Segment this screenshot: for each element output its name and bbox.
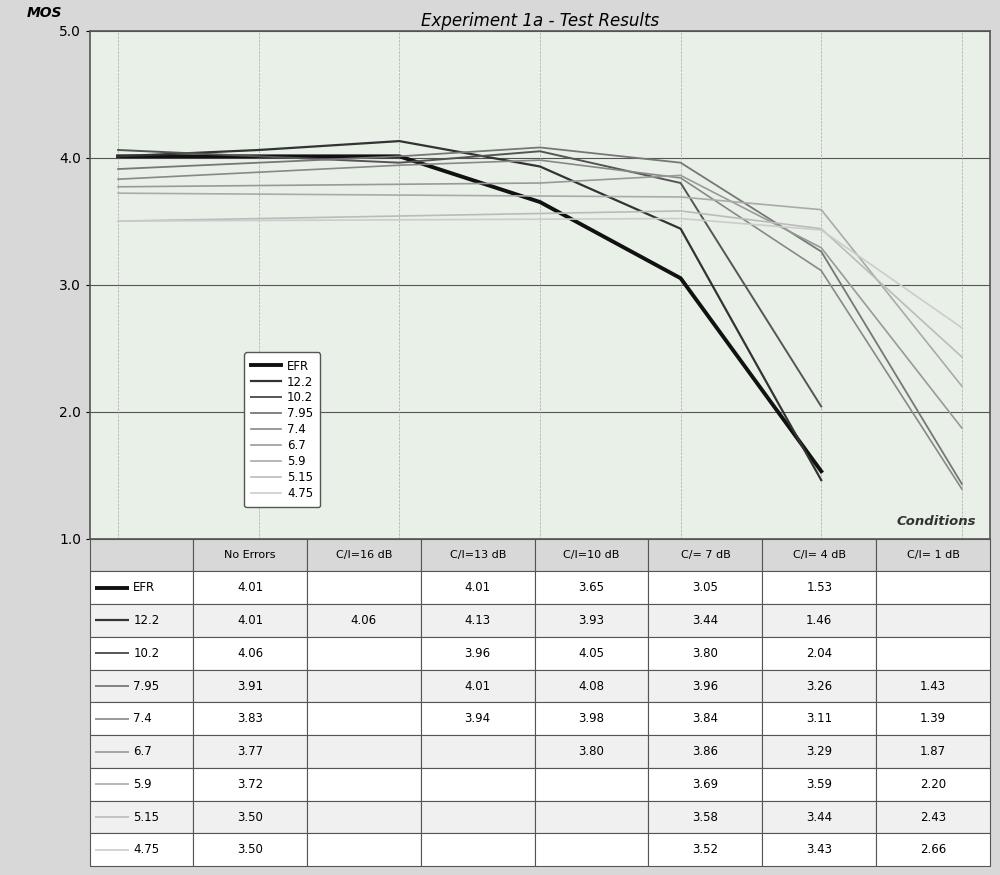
Text: 2.43: 2.43 [920, 810, 946, 823]
Text: 3.84: 3.84 [692, 712, 718, 725]
Text: MOS: MOS [27, 6, 62, 20]
Text: 5.15: 5.15 [133, 810, 159, 823]
Text: 4.08: 4.08 [579, 680, 605, 692]
Text: 6.7: 6.7 [133, 745, 152, 758]
Text: 4.75: 4.75 [133, 844, 159, 857]
Text: C/I=13 dB: C/I=13 dB [450, 550, 506, 560]
Text: 3.58: 3.58 [692, 810, 718, 823]
Text: 5.9: 5.9 [133, 778, 152, 791]
Text: 2.20: 2.20 [920, 778, 946, 791]
Text: 4.01: 4.01 [237, 614, 263, 627]
Text: C/I= 1 dB: C/I= 1 dB [907, 550, 960, 560]
Text: 3.29: 3.29 [806, 745, 832, 758]
Text: 3.50: 3.50 [237, 810, 263, 823]
Text: 3.26: 3.26 [806, 680, 832, 692]
Text: 3.98: 3.98 [579, 712, 605, 725]
Text: 4.06: 4.06 [237, 647, 263, 660]
Text: 3.96: 3.96 [465, 647, 491, 660]
Text: C/I=16 dB: C/I=16 dB [336, 550, 392, 560]
Text: 10.2: 10.2 [133, 647, 159, 660]
Text: C/I=10 dB: C/I=10 dB [563, 550, 620, 560]
Text: 3.77: 3.77 [237, 745, 263, 758]
Text: 1.43: 1.43 [920, 680, 946, 692]
Text: 4.01: 4.01 [465, 680, 491, 692]
Text: 4.13: 4.13 [465, 614, 491, 627]
Text: 7.95: 7.95 [133, 680, 159, 692]
Text: 3.93: 3.93 [579, 614, 605, 627]
Text: 3.86: 3.86 [692, 745, 718, 758]
Text: 4.05: 4.05 [579, 647, 605, 660]
Text: 12.2: 12.2 [133, 614, 160, 627]
Text: 3.05: 3.05 [692, 581, 718, 594]
Text: 1.39: 1.39 [920, 712, 946, 725]
Text: 3.59: 3.59 [806, 778, 832, 791]
Text: Conditions: Conditions [897, 515, 976, 528]
Text: 3.52: 3.52 [692, 844, 718, 857]
Text: 3.50: 3.50 [237, 844, 263, 857]
Text: 1.46: 1.46 [806, 614, 832, 627]
Text: 3.83: 3.83 [237, 712, 263, 725]
Text: 3.43: 3.43 [806, 844, 832, 857]
Text: 3.44: 3.44 [806, 810, 832, 823]
Text: 3.11: 3.11 [806, 712, 832, 725]
Text: 1.53: 1.53 [806, 581, 832, 594]
Text: 2.04: 2.04 [806, 647, 832, 660]
Text: 1.87: 1.87 [920, 745, 946, 758]
Text: EFR: EFR [133, 581, 155, 594]
Legend: EFR, 12.2, 10.2, 7.95, 7.4, 6.7, 5.9, 5.15, 4.75: EFR, 12.2, 10.2, 7.95, 7.4, 6.7, 5.9, 5.… [244, 353, 320, 507]
Text: 3.96: 3.96 [692, 680, 718, 692]
Text: 4.01: 4.01 [465, 581, 491, 594]
Text: 3.72: 3.72 [237, 778, 263, 791]
Text: C/= 7 dB: C/= 7 dB [681, 550, 730, 560]
Text: No Errors: No Errors [224, 550, 276, 560]
Text: 3.80: 3.80 [579, 745, 604, 758]
Text: 4.06: 4.06 [351, 614, 377, 627]
Text: 2.66: 2.66 [920, 844, 946, 857]
Text: 4.01: 4.01 [237, 581, 263, 594]
Text: 3.94: 3.94 [465, 712, 491, 725]
Text: C/I= 4 dB: C/I= 4 dB [793, 550, 846, 560]
Text: 3.44: 3.44 [692, 614, 718, 627]
Text: 3.65: 3.65 [579, 581, 605, 594]
Text: 3.80: 3.80 [692, 647, 718, 660]
Title: Experiment 1a - Test Results: Experiment 1a - Test Results [421, 12, 659, 31]
Text: 7.4: 7.4 [133, 712, 152, 725]
Text: 3.69: 3.69 [692, 778, 718, 791]
Text: 3.91: 3.91 [237, 680, 263, 692]
